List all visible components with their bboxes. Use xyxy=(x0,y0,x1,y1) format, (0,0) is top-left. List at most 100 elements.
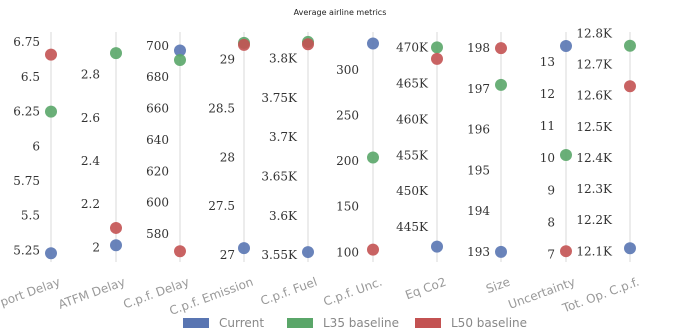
panels: 5.25 5.5 5.75 6 6.25 6.5 6.75 Airport Delay 2 2.2… xyxy=(0,26,641,318)
y-tick-label: 450K xyxy=(396,184,429,198)
y-tick-label: 455K xyxy=(396,148,429,162)
y-tick-label: 12.2K xyxy=(576,213,613,227)
y-tick-label: 28 xyxy=(220,150,235,164)
y-tick-label: 8 xyxy=(547,215,555,229)
y-tick-label: 3.6K xyxy=(269,209,298,223)
y-tick-label: 3.75K xyxy=(261,91,298,105)
legend-swatch xyxy=(415,318,441,328)
point-l50-baseline-size xyxy=(495,42,507,55)
y-tick-label: 2.6 xyxy=(81,111,100,125)
y-tick-label: 12.1K xyxy=(576,244,613,258)
y-tick-label: 13 xyxy=(540,55,555,69)
y-tick-label: 620 xyxy=(146,164,169,178)
y-tick-label: 12.3K xyxy=(576,182,613,196)
y-tick-label: 5.25 xyxy=(13,243,40,257)
point-current-c-p-f-fuel xyxy=(302,246,314,259)
x-axis-label: C.p.f. Fuel xyxy=(259,275,319,308)
y-tick-label: 6.5 xyxy=(21,70,40,84)
y-tick-label: 11 xyxy=(540,119,555,133)
y-tick-label: 3.7K xyxy=(269,130,298,144)
y-tick-label: 460K xyxy=(396,112,429,126)
panel-atfm-delay: 2 2.2 2.4 2.6 2.8 ATFM Delay xyxy=(56,32,127,312)
legend-item-l50-baseline: L50 baseline xyxy=(415,316,527,330)
y-tick-label: 6.25 xyxy=(13,105,40,119)
point-l35-baseline-c-p-f-delay xyxy=(174,53,186,66)
y-tick-label: 12 xyxy=(540,87,555,101)
panel-eq-co2: 445K 450K 455K 460K 465K 470K Eq Co2 xyxy=(396,32,448,302)
y-tick-label: 445K xyxy=(396,220,429,234)
y-tick-label: 660 xyxy=(146,102,169,116)
point-current-atfm-delay xyxy=(110,239,122,252)
legend-label: L35 baseline xyxy=(323,316,399,330)
x-axis-label: Eq Co2 xyxy=(403,275,448,303)
y-tick-label: 700 xyxy=(146,39,169,53)
point-current-c-p-f-emission xyxy=(238,242,250,255)
y-tick-label: 3.55K xyxy=(261,248,298,262)
y-tick-label: 680 xyxy=(146,70,169,84)
y-tick-label: 2 xyxy=(92,240,100,254)
legend-label: Current xyxy=(219,316,264,330)
y-tick-label: 7 xyxy=(547,247,555,261)
point-current-c-p-f-delay xyxy=(174,44,186,57)
y-tick-label: 5.5 xyxy=(21,209,40,223)
legend: Current L35 baseline L50 baseline xyxy=(183,316,527,330)
y-tick-label: 300 xyxy=(336,63,359,77)
point-l50-baseline-airport-delay xyxy=(45,48,57,61)
y-tick-label: 2.2 xyxy=(81,197,100,211)
y-tick-label: 580 xyxy=(146,227,169,241)
point-l35-baseline-tot-op-c-p-f xyxy=(624,39,636,52)
y-tick-label: 6.75 xyxy=(13,35,40,49)
point-l50-baseline-c-p-f-unc xyxy=(367,243,379,256)
point-l50-baseline-atfm-delay xyxy=(110,221,122,234)
y-tick-label: 196 xyxy=(467,123,490,137)
y-tick-label: 198 xyxy=(467,41,490,55)
y-tick-label: 600 xyxy=(146,196,169,210)
point-l50-baseline-uncertainty xyxy=(560,245,572,258)
y-tick-label: 2.4 xyxy=(81,154,100,168)
x-axis-label: C.p.f. Unc. xyxy=(322,275,384,309)
panel-tot-op-c-p-f: 12.1K 12.2K 12.3K 12.4K 12.5K 12.6K 12.7K 12.8K… xyxy=(560,26,641,315)
legend-swatch xyxy=(287,318,313,328)
x-axis-label: ATFM Delay xyxy=(56,275,127,312)
point-current-c-p-f-unc xyxy=(367,37,379,50)
y-tick-label: 12.5K xyxy=(576,120,613,134)
point-current-airport-delay xyxy=(45,247,57,260)
y-tick-label: 640 xyxy=(146,133,169,147)
point-current-uncertainty xyxy=(560,40,572,53)
y-tick-label: 470K xyxy=(396,40,429,54)
y-tick-label: 100 xyxy=(336,245,359,259)
point-current-tot-op-c-p-f xyxy=(624,242,636,255)
y-tick-label: 6 xyxy=(32,139,40,153)
panel-airport-delay: 5.25 5.5 5.75 6 6.25 6.5 6.75 Airport Delay xyxy=(0,32,62,315)
y-tick-label: 195 xyxy=(467,163,490,177)
y-tick-label: 27 xyxy=(220,248,235,262)
point-l35-baseline-c-p-f-unc xyxy=(367,151,379,164)
y-tick-label: 250 xyxy=(336,109,359,123)
panel-c-p-f-unc: 100 150 200 250 300 C.p.f. Unc. xyxy=(322,32,384,309)
chart-title: Average airline metrics xyxy=(294,8,387,17)
point-l35-baseline-airport-delay xyxy=(45,105,57,118)
y-tick-label: 197 xyxy=(467,82,490,96)
point-l50-baseline-tot-op-c-p-f xyxy=(624,80,636,93)
y-tick-label: 2.8 xyxy=(81,68,100,82)
y-tick-label: 28.5 xyxy=(208,101,235,115)
y-tick-label: 12.8K xyxy=(576,26,613,40)
point-l35-baseline-eq-co2 xyxy=(431,41,443,54)
y-tick-label: 150 xyxy=(336,200,359,214)
legend-label: L50 baseline xyxy=(451,316,527,330)
point-l50-baseline-c-p-f-fuel xyxy=(302,38,314,51)
legend-item-current: Current xyxy=(183,316,264,330)
y-tick-label: 12.7K xyxy=(576,57,613,71)
legend-swatch xyxy=(183,318,209,328)
y-tick-label: 27.5 xyxy=(208,199,235,213)
point-current-eq-co2 xyxy=(431,240,443,253)
point-l50-baseline-c-p-f-emission xyxy=(238,38,250,51)
panel-size: 193 194 195 196 197 198 Size xyxy=(467,32,512,296)
point-l50-baseline-eq-co2 xyxy=(431,52,443,65)
y-tick-label: 29 xyxy=(220,53,235,67)
panel-c-p-f-fuel: 3.55K 3.6K 3.65K 3.7K 3.75K 3.8K C.p.f. Fuel xyxy=(259,32,319,308)
